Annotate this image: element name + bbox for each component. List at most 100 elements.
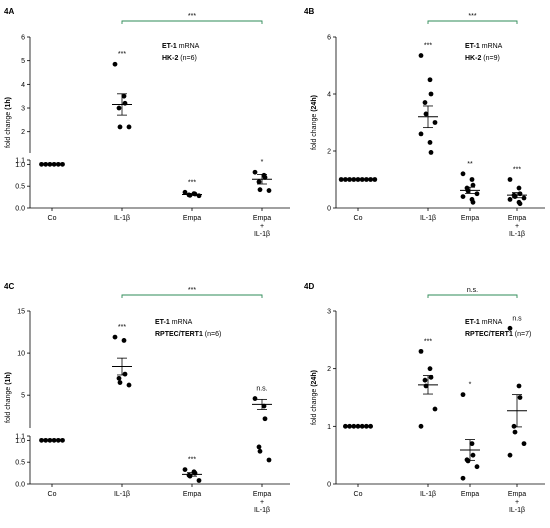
- data-point-4d-3-1: [516, 383, 522, 389]
- data-point-4b-2-2: [470, 182, 476, 188]
- data-point-4c-3-2: [262, 416, 268, 422]
- legend-cell-line: HK-2: [465, 55, 481, 62]
- y-tick-label-4c-u2: 15: [17, 309, 25, 316]
- data-point-4c-0-4: [55, 437, 61, 443]
- comparison-bracket-label-4b: ***: [468, 13, 476, 20]
- data-point-4c-0-0: [39, 437, 44, 443]
- significance-4b-1: ***: [424, 43, 432, 50]
- data-point-4d-2-5: [474, 464, 480, 470]
- data-point-4a-1-1: [121, 93, 127, 99]
- data-point-4b-0-6: [364, 177, 369, 182]
- y-tick-label-4a-u3: 5: [21, 58, 25, 65]
- category-label-4c-3: +: [260, 499, 264, 506]
- data-point-4c-3-4: [257, 448, 263, 454]
- legend-gene-4c: ET-1 mRNA: [155, 319, 193, 326]
- data-point-4a-0-5: [60, 161, 65, 167]
- y-tick-label-4a-u4: 6: [21, 35, 25, 42]
- y-tick-label-4d-3: 3: [327, 309, 331, 316]
- category-label-4d-3: +: [515, 499, 519, 506]
- data-point-4b-3-5: [521, 195, 527, 201]
- data-point-4c-1-0: [112, 334, 118, 340]
- comparison-bracket-label-4a: ***: [188, 13, 196, 20]
- data-point-4b-0-3: [351, 177, 357, 182]
- data-point-4b-1-6: [418, 131, 424, 137]
- data-point-4d-3-5: [521, 441, 527, 447]
- data-point-4d-1-5: [432, 406, 438, 412]
- y-tick-label-4c-u0: 5: [21, 393, 25, 400]
- data-point-4d-0-5: [364, 423, 369, 429]
- data-point-4b-2-6: [460, 194, 466, 200]
- data-point-4a-3-2: [262, 175, 268, 180]
- data-point-4c-2-0: [182, 467, 188, 472]
- significance-4a-1: ***: [118, 51, 126, 58]
- y-axis-label-unit: (1h): [5, 372, 12, 385]
- legend-cells-4c: RPTEC/TERT1 (n=6): [155, 331, 221, 338]
- data-point-4a-0-4: [55, 161, 61, 167]
- data-point-4b-3-0: [507, 177, 513, 182]
- y-tick-label-4d-1: 1: [327, 424, 331, 431]
- data-point-4c-1-4: [117, 380, 123, 385]
- y-tick-label-4b-1: 2: [327, 149, 331, 156]
- data-point-4c-0-1: [43, 437, 49, 443]
- data-point-4a-1-4: [117, 124, 123, 130]
- data-point-4b-1-2: [428, 91, 434, 97]
- significance-4b-3: ***: [513, 167, 521, 174]
- data-point-4a-2-0: [182, 189, 188, 195]
- significance-4d-2: *: [469, 382, 472, 389]
- y-axis-label-4b: fold change (24h): [311, 95, 318, 150]
- category-label-4d-0: Co: [354, 491, 363, 498]
- legend-gene-4d: ET-1 mRNA: [465, 319, 503, 326]
- y-tick-label-4a-u2: 4: [21, 82, 25, 89]
- legend-gene-4b: ET-1 mRNA: [465, 43, 503, 50]
- data-point-4b-3-8: [517, 201, 523, 207]
- y-tick-label-4c-l0: 0.0: [15, 482, 25, 489]
- data-point-4b-1-7: [427, 140, 433, 145]
- y-tick-label-4c-b: 1.1: [15, 434, 25, 441]
- legend-cell-line: RPTEC/TERT1: [155, 331, 203, 338]
- category-label-4b-3: +: [515, 223, 519, 230]
- y-tick-label-4b-2: 4: [327, 92, 331, 99]
- y-tick-label-4d-0: 0: [327, 482, 331, 489]
- legend-sample-size: (n=6): [178, 55, 196, 62]
- category-label-4a-3: +: [260, 223, 264, 230]
- legend-sample-size: (n=7): [513, 331, 531, 338]
- category-label-4d-1: IL-1β: [420, 491, 436, 498]
- data-point-4b-0-4: [355, 177, 361, 182]
- y-axis-label-4a: fold change (1h): [5, 97, 12, 148]
- category-label-4b-3: IL-1β: [509, 231, 525, 238]
- data-point-4b-1-0: [418, 53, 424, 58]
- legend-cell-line: HK-2: [162, 55, 178, 62]
- legend-sample-size: (n=9): [481, 55, 499, 62]
- y-tick-label-4c-u1: 10: [17, 351, 25, 358]
- data-point-4a-3-5: [266, 188, 272, 193]
- data-point-4a-0-3: [51, 161, 57, 167]
- data-point-4d-1-2: [428, 374, 434, 380]
- legend-gene-name: ET-1: [465, 43, 480, 50]
- legend-gene-suffix: mRNA: [170, 319, 193, 326]
- data-point-4d-2-2: [470, 452, 476, 458]
- data-point-4b-0-2: [347, 177, 352, 182]
- y-axis-label-4c: fold change (1h): [5, 372, 12, 423]
- data-point-4c-3-0: [252, 396, 258, 401]
- data-point-4a-1-3: [116, 105, 122, 111]
- data-point-4d-2-4: [465, 458, 471, 464]
- legend-gene-4a: ET-1 mRNA: [162, 43, 200, 50]
- legend-gene-suffix: mRNA: [480, 319, 503, 326]
- y-axis-label-text: fold change: [5, 385, 12, 423]
- data-point-4d-1-1: [427, 366, 433, 372]
- category-label-4a-3: IL-1β: [254, 231, 270, 238]
- data-point-4b-0-0: [338, 177, 344, 182]
- category-label-4d-3: IL-1β: [509, 507, 525, 514]
- legend-cells-4b: HK-2 (n=9): [465, 55, 500, 62]
- comparison-bracket-label-4d: n.s.: [467, 287, 478, 294]
- data-point-4b-3-6: [507, 197, 513, 202]
- data-point-4d-2-0: [460, 392, 466, 398]
- category-label-4c-3: IL-1β: [254, 507, 270, 514]
- data-point-4d-3-2: [517, 395, 523, 400]
- data-point-4d-1-6: [418, 423, 424, 429]
- data-point-4a-0-2: [47, 161, 53, 167]
- data-point-4d-2-1: [469, 441, 475, 447]
- data-point-4b-0-8: [372, 177, 378, 182]
- significance-4c-1: ***: [118, 324, 126, 331]
- category-label-4b-1: IL-1β: [420, 215, 436, 222]
